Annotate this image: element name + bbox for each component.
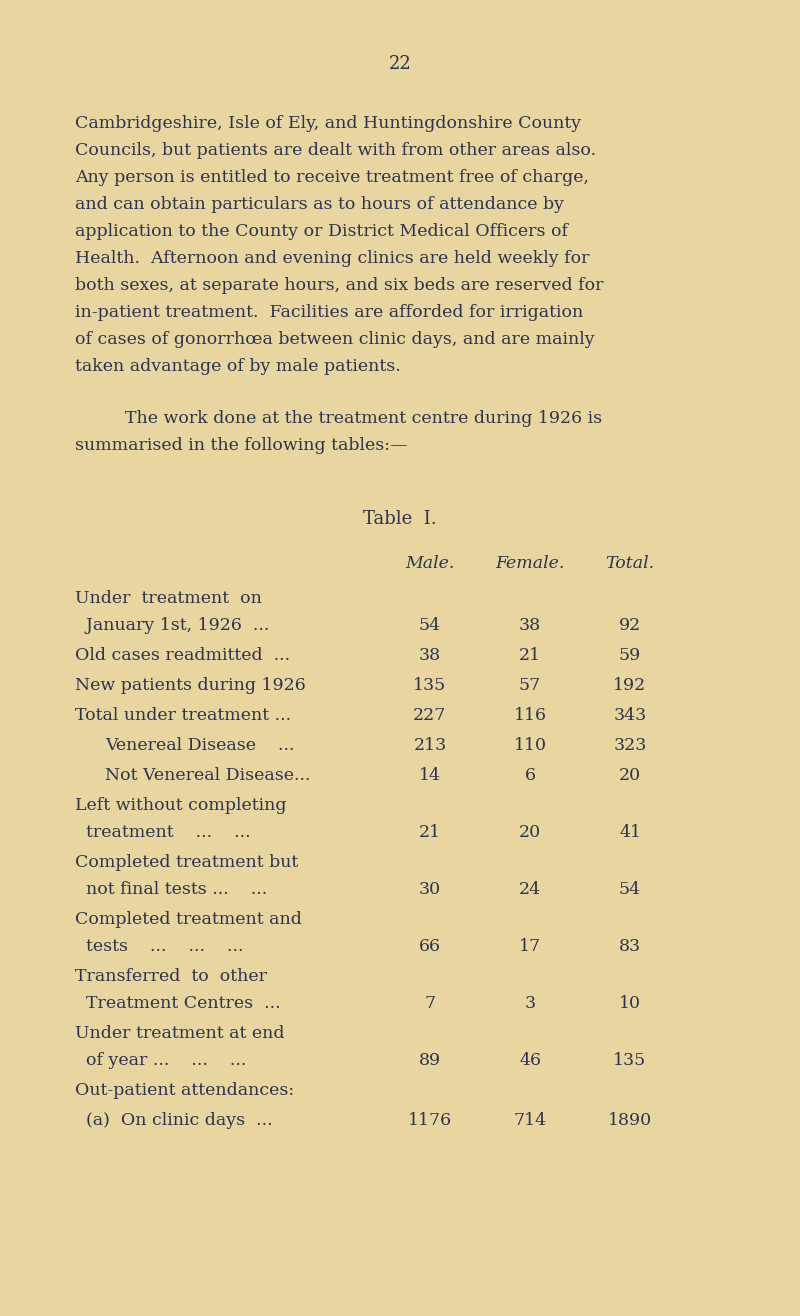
Text: of cases of gonorrhœa between clinic days, and are mainly: of cases of gonorrhœa between clinic day… — [75, 332, 594, 347]
Text: 54: 54 — [619, 880, 641, 898]
Text: 227: 227 — [414, 707, 446, 724]
Text: 46: 46 — [519, 1051, 541, 1069]
Text: taken advantage of by male patients.: taken advantage of by male patients. — [75, 358, 401, 375]
Text: 10: 10 — [619, 995, 641, 1012]
Text: not final tests ...    ...: not final tests ... ... — [75, 880, 267, 898]
Text: January 1st, 1926  ...: January 1st, 1926 ... — [75, 617, 270, 634]
Text: 135: 135 — [414, 676, 446, 694]
Text: 38: 38 — [419, 647, 441, 665]
Text: Any person is entitled to receive treatment free of charge,: Any person is entitled to receive treatm… — [75, 168, 589, 186]
Text: 1176: 1176 — [408, 1112, 452, 1129]
Text: New patients during 1926: New patients during 1926 — [75, 676, 306, 694]
Text: 22: 22 — [389, 55, 411, 72]
Text: Health.  Afternoon and evening clinics are held weekly for: Health. Afternoon and evening clinics ar… — [75, 250, 590, 267]
Text: 1890: 1890 — [608, 1112, 652, 1129]
Text: tests    ...    ...    ...: tests ... ... ... — [75, 938, 243, 955]
Text: 135: 135 — [614, 1051, 646, 1069]
Text: Cambridgeshire, Isle of Ely, and Huntingdonshire County: Cambridgeshire, Isle of Ely, and Hunting… — [75, 114, 581, 132]
Text: Councils, but patients are dealt with from other areas also.: Councils, but patients are dealt with fr… — [75, 142, 596, 159]
Text: 89: 89 — [419, 1051, 441, 1069]
Text: Not Venereal Disease...: Not Venereal Disease... — [105, 767, 310, 784]
Text: in-patient treatment.  Facilities are afforded for irrigation: in-patient treatment. Facilities are aff… — [75, 304, 583, 321]
Text: (a)  On clinic days  ...: (a) On clinic days ... — [75, 1112, 273, 1129]
Text: 192: 192 — [614, 676, 646, 694]
Text: 6: 6 — [525, 767, 535, 784]
Text: Venereal Disease    ...: Venereal Disease ... — [105, 737, 294, 754]
Text: Old cases readmitted  ...: Old cases readmitted ... — [75, 647, 290, 665]
Text: and can obtain particulars as to hours of attendance by: and can obtain particulars as to hours o… — [75, 196, 564, 213]
Text: The work done at the treatment centre during 1926 is: The work done at the treatment centre du… — [125, 411, 602, 426]
Text: 54: 54 — [419, 617, 441, 634]
Text: summarised in the following tables:—: summarised in the following tables:— — [75, 437, 407, 454]
Text: 714: 714 — [514, 1112, 546, 1129]
Text: 41: 41 — [619, 824, 641, 841]
Text: 343: 343 — [614, 707, 646, 724]
Text: 17: 17 — [519, 938, 541, 955]
Text: both sexes, at separate hours, and six beds are reserved for: both sexes, at separate hours, and six b… — [75, 276, 603, 293]
Text: 7: 7 — [425, 995, 435, 1012]
Text: 110: 110 — [514, 737, 546, 754]
Text: 20: 20 — [519, 824, 541, 841]
Text: 38: 38 — [519, 617, 541, 634]
Text: 213: 213 — [414, 737, 446, 754]
Text: 323: 323 — [614, 737, 646, 754]
Text: 59: 59 — [619, 647, 641, 665]
Text: 57: 57 — [519, 676, 541, 694]
Text: 24: 24 — [519, 880, 541, 898]
Text: 92: 92 — [619, 617, 641, 634]
Text: Transferred  to  other: Transferred to other — [75, 969, 267, 984]
Text: Under treatment at end: Under treatment at end — [75, 1025, 285, 1042]
Text: Table  I.: Table I. — [363, 511, 437, 528]
Text: 83: 83 — [619, 938, 641, 955]
Text: Female.: Female. — [495, 555, 565, 572]
Text: 3: 3 — [525, 995, 535, 1012]
Text: 66: 66 — [419, 938, 441, 955]
Text: Out-patient attendances:: Out-patient attendances: — [75, 1082, 294, 1099]
Text: Completed treatment and: Completed treatment and — [75, 911, 302, 928]
Text: application to the County or District Medical Officers of: application to the County or District Me… — [75, 222, 568, 240]
Text: Completed treatment but: Completed treatment but — [75, 854, 298, 871]
Text: Total under treatment ...: Total under treatment ... — [75, 707, 291, 724]
Text: treatment    ...    ...: treatment ... ... — [75, 824, 250, 841]
Text: Treatment Centres  ...: Treatment Centres ... — [75, 995, 281, 1012]
Text: 21: 21 — [419, 824, 441, 841]
Text: Under  treatment  on: Under treatment on — [75, 590, 262, 607]
Text: 116: 116 — [514, 707, 546, 724]
Text: of year ...    ...    ...: of year ... ... ... — [75, 1051, 246, 1069]
Text: 21: 21 — [519, 647, 541, 665]
Text: 20: 20 — [619, 767, 641, 784]
Text: 14: 14 — [419, 767, 441, 784]
Text: Left without completing: Left without completing — [75, 797, 286, 815]
Text: Male.: Male. — [406, 555, 454, 572]
Text: 30: 30 — [419, 880, 441, 898]
Text: Total.: Total. — [606, 555, 654, 572]
